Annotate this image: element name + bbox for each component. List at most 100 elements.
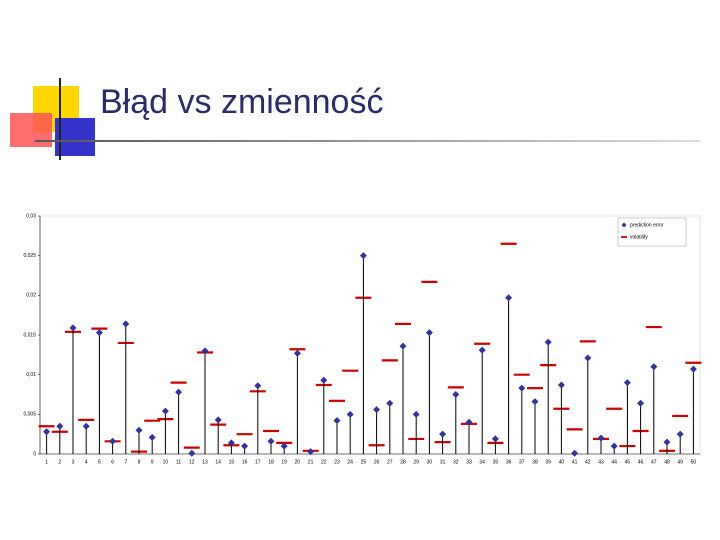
error-diamond bbox=[267, 437, 275, 445]
error-diamond bbox=[43, 428, 51, 436]
error-diamond bbox=[689, 365, 697, 373]
x-tick-label: 2 bbox=[58, 459, 61, 465]
x-tick-label: 30 bbox=[427, 459, 433, 465]
x-tick-label: 34 bbox=[479, 459, 485, 465]
x-tick-label: 25 bbox=[361, 459, 367, 465]
legend-box bbox=[617, 217, 687, 247]
x-tick-label: 11 bbox=[176, 459, 181, 465]
x-tick-label: 29 bbox=[413, 459, 419, 465]
x-tick-label: 24 bbox=[347, 459, 353, 465]
x-tick-label: 39 bbox=[545, 459, 551, 465]
x-tick-label: 17 bbox=[255, 459, 261, 465]
x-tick-label: 32 bbox=[453, 459, 459, 465]
x-tick-label: 42 bbox=[585, 459, 591, 465]
x-tick-label: 33 bbox=[466, 459, 472, 465]
x-tick-label: 26 bbox=[374, 459, 380, 465]
x-tick-label: 12 bbox=[189, 459, 195, 465]
error-diamond bbox=[465, 418, 473, 426]
x-tick-label: 46 bbox=[638, 459, 644, 465]
error-diamond bbox=[663, 438, 671, 446]
error-diamond bbox=[227, 439, 235, 447]
y-tick-label: 0,02 bbox=[26, 293, 36, 299]
error-diamond bbox=[518, 384, 526, 392]
error-diamond bbox=[161, 407, 169, 415]
x-tick-label: 35 bbox=[493, 459, 499, 465]
error-diamond bbox=[109, 437, 117, 445]
x-tick-label: 47 bbox=[651, 459, 657, 465]
error-diamond bbox=[623, 379, 631, 387]
x-tick-label: 9 bbox=[151, 459, 154, 465]
x-tick-label: 40 bbox=[559, 459, 565, 465]
x-tick-label: 3 bbox=[72, 459, 75, 465]
error-diamond bbox=[135, 426, 143, 434]
error-diamond bbox=[452, 391, 460, 398]
error-diamond bbox=[69, 324, 77, 332]
y-tick-label: 0,015 bbox=[23, 332, 36, 338]
x-tick-label: 31 bbox=[440, 459, 446, 465]
title-rule bbox=[35, 140, 700, 142]
error-diamond bbox=[425, 329, 433, 337]
legend-diamond bbox=[621, 222, 627, 228]
x-tick-label: 7 bbox=[124, 459, 127, 465]
error-diamond bbox=[333, 417, 341, 425]
x-tick-label: 10 bbox=[163, 459, 169, 465]
x-tick-label: 21 bbox=[308, 459, 314, 465]
error-diamond bbox=[346, 410, 354, 418]
error-diamond bbox=[676, 430, 684, 438]
y-tick-label: 0 bbox=[33, 451, 36, 457]
error-diamond bbox=[320, 376, 328, 384]
error-diamond bbox=[610, 442, 618, 450]
x-tick-label: 37 bbox=[519, 459, 525, 465]
error-diamond bbox=[491, 435, 499, 443]
x-tick-label: 6 bbox=[111, 459, 114, 465]
error-diamond bbox=[56, 422, 64, 430]
x-tick-label: 43 bbox=[598, 459, 604, 465]
error-diamond bbox=[359, 252, 367, 260]
x-tick-label: 15 bbox=[229, 459, 235, 465]
error-diamond bbox=[386, 399, 394, 407]
error-diamond bbox=[188, 449, 196, 457]
error-diamond bbox=[293, 349, 301, 357]
x-tick-label: 4 bbox=[85, 459, 88, 465]
error-diamond bbox=[175, 388, 183, 396]
x-tick-label: 8 bbox=[138, 459, 141, 465]
error-diamond bbox=[597, 434, 605, 442]
error-diamond bbox=[439, 430, 447, 438]
error-diamond bbox=[214, 416, 222, 424]
x-tick-label: 13 bbox=[202, 459, 208, 465]
y-tick-label: 0,005 bbox=[23, 412, 36, 418]
plot-frame bbox=[39, 215, 701, 455]
x-tick-label: 1 bbox=[45, 459, 48, 465]
error-diamond bbox=[544, 338, 552, 346]
x-tick-label: 50 bbox=[691, 459, 697, 465]
error-diamond bbox=[373, 406, 381, 414]
x-tick-label: 20 bbox=[295, 459, 301, 465]
x-tick-label: 16 bbox=[242, 459, 248, 465]
error-diamond bbox=[280, 442, 288, 450]
x-tick-label: 28 bbox=[400, 459, 406, 465]
legend-label: prediction error bbox=[630, 222, 664, 228]
x-tick-label: 49 bbox=[677, 459, 683, 465]
error-diamond bbox=[478, 346, 486, 354]
x-tick-label: 44 bbox=[611, 459, 617, 465]
legend-label: volatility bbox=[630, 234, 648, 240]
x-tick-label: 41 bbox=[572, 459, 578, 465]
y-tick-label: 0,025 bbox=[23, 253, 36, 259]
chart-title: Błąd vs zmienność bbox=[100, 83, 383, 121]
x-tick-label: 45 bbox=[625, 459, 631, 465]
x-tick-label: 5 bbox=[98, 459, 101, 465]
error-diamond bbox=[307, 448, 315, 456]
error-diamond bbox=[505, 294, 513, 302]
error-diamond bbox=[412, 410, 420, 418]
y-tick-label: 0,03 bbox=[26, 213, 36, 219]
error-diamond bbox=[95, 329, 103, 337]
error-diamond bbox=[557, 381, 565, 389]
x-tick-label: 14 bbox=[215, 459, 221, 465]
x-tick-label: 27 bbox=[387, 459, 393, 465]
error-diamond bbox=[122, 320, 130, 328]
x-tick-label: 19 bbox=[281, 459, 287, 465]
error-diamond bbox=[571, 449, 579, 457]
x-tick-label: 22 bbox=[321, 459, 327, 465]
deco-square bbox=[55, 118, 95, 156]
